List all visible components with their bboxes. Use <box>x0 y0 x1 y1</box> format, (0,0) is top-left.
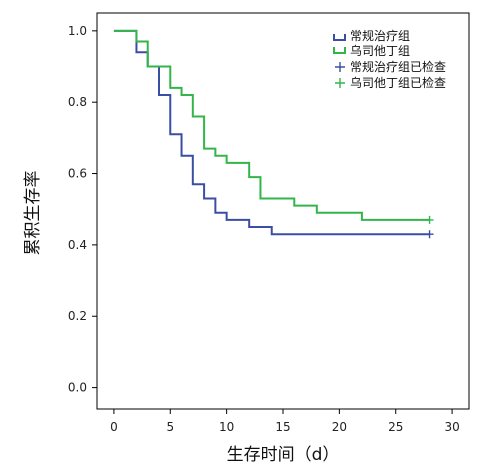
y-axis-title: 累积生存率 <box>23 171 43 256</box>
censor-mark-乌司他丁组已检查 <box>425 215 434 224</box>
legend-label: 常规治疗组已检查 <box>350 59 446 74</box>
legend-item-乌司他丁组: 乌司他丁组 <box>333 43 410 58</box>
censor-marks <box>425 215 434 239</box>
x-tick-label: 10 <box>219 420 234 434</box>
legend-censor-icon <box>335 78 345 88</box>
legend-label: 乌司他丁组 <box>350 43 410 58</box>
x-tick-label: 15 <box>275 420 290 434</box>
censor-mark-常规治疗组已检查 <box>425 230 434 239</box>
x-axis-title: 生存时间（d） <box>227 445 340 465</box>
y-axis-ticks: 0.0 0.2 0.4 0.6 0.8 1.0 <box>68 24 97 395</box>
y-tick-label: 0.2 <box>68 309 87 323</box>
y-tick-label: 0.4 <box>68 238 87 252</box>
legend-swatch-乌司他丁组 <box>333 47 346 54</box>
series-layer <box>113 29 430 236</box>
x-tick-label: 0 <box>110 420 118 434</box>
y-tick-label: 0.8 <box>68 95 87 109</box>
y-tick-label: 0.0 <box>68 381 87 395</box>
legend-item-常规治疗组: 常规治疗组 <box>333 28 410 43</box>
x-tick-label: 30 <box>444 420 459 434</box>
y-tick-label: 1.0 <box>68 24 87 38</box>
series-line-乌司他丁组 <box>113 29 430 221</box>
legend-label: 乌司他丁组已检查 <box>350 75 446 90</box>
x-tick-label: 25 <box>388 420 403 434</box>
legend-item-乌司他丁组已检查: 乌司他丁组已检查 <box>335 75 446 90</box>
x-tick-label: 5 <box>166 420 174 434</box>
legend-censor-icon <box>335 62 345 72</box>
legend-item-常规治疗组已检查: 常规治疗组已检查 <box>335 59 446 74</box>
y-tick-label: 0.6 <box>68 167 87 181</box>
legend-swatch-常规治疗组 <box>333 34 346 41</box>
x-axis-ticks: 0 5 10 15 20 25 30 <box>110 409 460 434</box>
x-tick-label: 20 <box>332 420 347 434</box>
legend: 常规治疗组 乌司他丁组 常规治疗组已检查 乌司他丁组已检查 <box>333 28 446 90</box>
legend-label: 常规治疗组 <box>350 28 410 43</box>
